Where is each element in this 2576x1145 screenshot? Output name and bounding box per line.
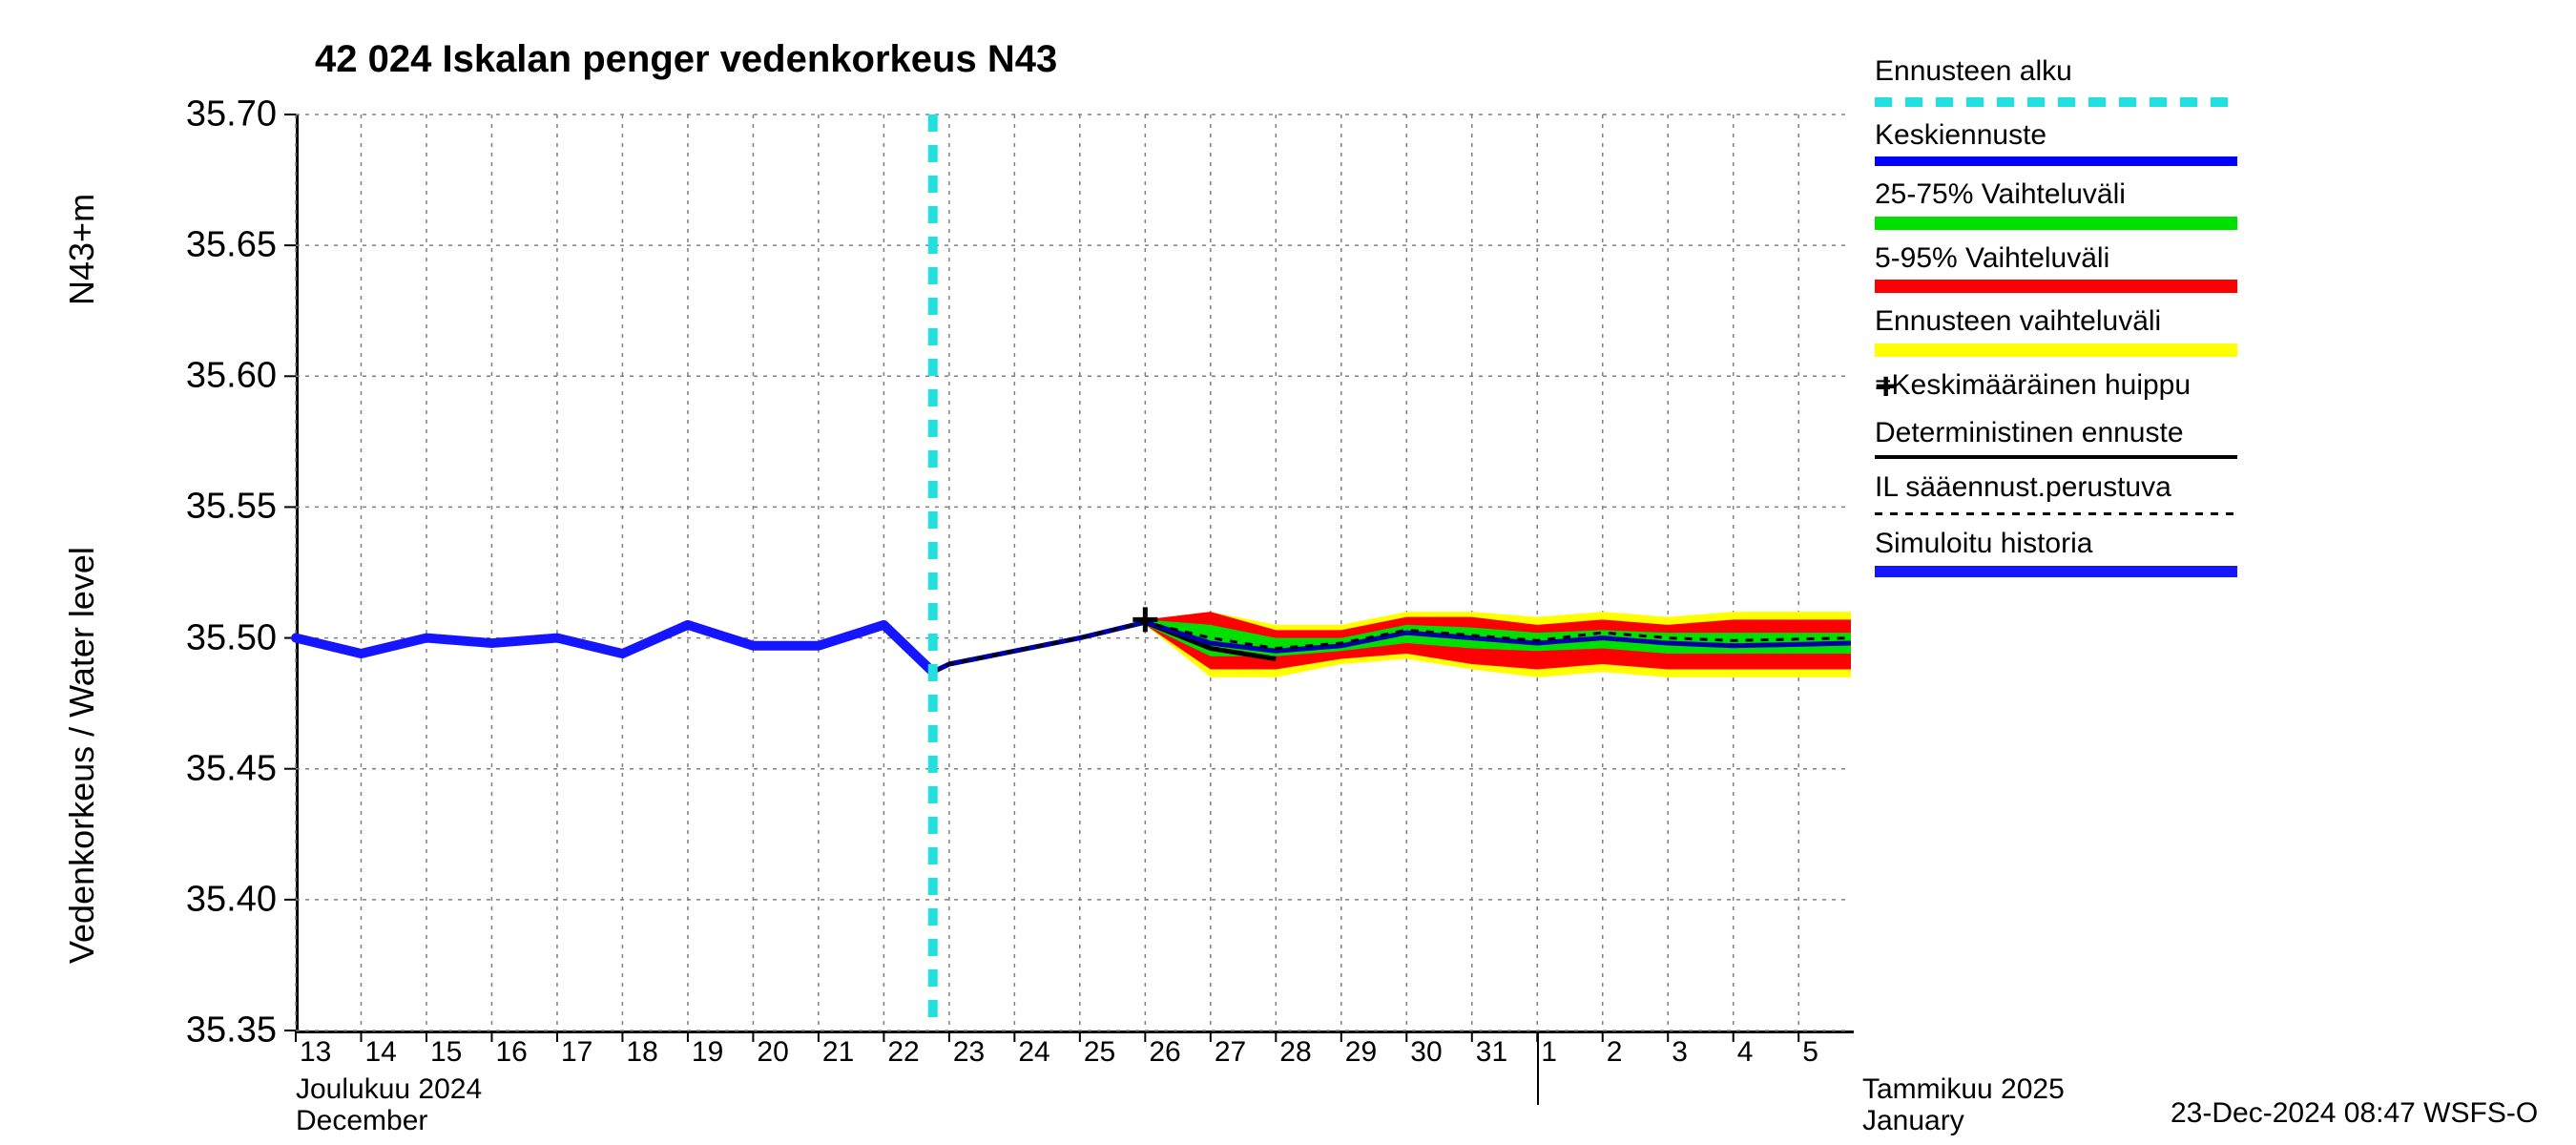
legend-entry: Ennusteen vaihteluväli <box>1875 302 2237 357</box>
legend-entry: 5-95% Vaihteluväli <box>1875 239 2237 294</box>
legend-entry: + =Keskimääräinen huippu <box>1875 366 2237 406</box>
legend-entry: Keskiennuste <box>1875 116 2237 167</box>
legend-entry: 25-75% Vaihteluväli <box>1875 176 2237 230</box>
legend: Ennusteen alku Keskiennuste 25-75% Vaihtel… <box>1875 52 2237 587</box>
legend-entry: Simuloitu historia <box>1875 525 2237 577</box>
chart-container: { "title": "42 024 Iskalan penger vedenk… <box>0 0 2576 1145</box>
legend-entry: Ennusteen alku <box>1875 52 2237 107</box>
legend-entry: Deterministinen ennuste <box>1875 414 2237 459</box>
plus-icon: + <box>1875 361 1897 412</box>
legend-entry: IL sääennust.perustuva <box>1875 468 2237 516</box>
footer-timestamp: 23-Dec-2024 08:47 WSFS-O <box>2171 1097 2538 1130</box>
